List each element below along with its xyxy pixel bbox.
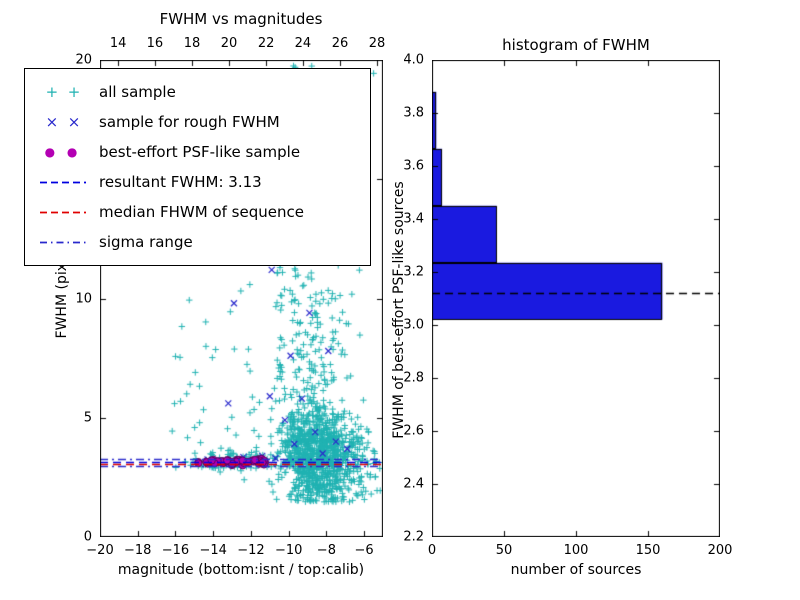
tick-label: −16: [161, 543, 190, 558]
legend-label: best-effort PSF-like sample: [99, 143, 301, 161]
tick-label: 5: [83, 410, 92, 426]
tick-label: 26: [331, 36, 349, 51]
tick-label: 24: [294, 36, 312, 51]
tick-label: 50: [495, 543, 513, 558]
legend-item-psf-sample: ● ● best-effort PSF-like sample: [35, 137, 360, 167]
right-x-axis-label: number of sources: [510, 562, 642, 578]
tick-label: 150: [635, 543, 661, 558]
tick-label: 0: [427, 543, 437, 558]
dashed-line-icon: [35, 180, 91, 185]
x-marker-icon: × ×: [45, 113, 81, 131]
tick-label: 14: [109, 36, 127, 51]
tick-label: 2.2: [403, 529, 424, 545]
legend-item-rough-fwhm: × × sample for rough FWHM: [35, 107, 360, 137]
tick-label: 28: [368, 36, 386, 51]
tick-label: 3.4: [403, 211, 424, 227]
dashed-line-icon: [35, 210, 91, 215]
right-plot-title: histogram of FWHM: [502, 36, 650, 54]
tick-label: 20: [220, 36, 238, 51]
legend-item-all-sample: + + all sample: [35, 77, 360, 107]
left-x-axis-label: magnitude (bottom:isnt / top:calib): [117, 562, 365, 578]
tick-label: −14: [199, 543, 227, 558]
legend-label: all sample: [99, 83, 176, 101]
tick-label: 10: [75, 291, 92, 306]
left-y-axis-label: FWHM (pix): [54, 257, 70, 339]
tick-label: 3.0: [403, 317, 424, 333]
tick-label: 200: [707, 543, 733, 558]
tick-label: −12: [237, 543, 265, 558]
legend-label: sample for rough FWHM: [99, 113, 280, 131]
tick-label: 2.8: [403, 370, 424, 386]
plus-marker-icon: + +: [45, 83, 81, 101]
tick-label: −10: [274, 543, 303, 558]
legend-label: sigma range: [99, 233, 193, 251]
tick-label: 18: [183, 36, 201, 51]
legend-label: median FHWM of sequence: [99, 203, 304, 221]
tick-label: −6: [354, 543, 374, 558]
left-plot-title: FWHM vs magnitudes: [159, 10, 323, 28]
tick-label: 3.6: [403, 158, 424, 174]
tick-label: 20: [75, 52, 92, 68]
tick-label: −18: [124, 543, 152, 558]
tick-label: −8: [316, 543, 336, 558]
circle-marker-icon: ● ●: [44, 145, 82, 159]
legend-item-median-fwhm: median FHWM of sequence: [35, 197, 360, 227]
tick-label: 16: [146, 36, 164, 51]
legend-label: resultant FWHM: 3.13: [99, 173, 262, 191]
tick-label: 22: [257, 36, 275, 51]
legend-item-sigma-range: sigma range: [35, 227, 360, 257]
legend-item-resultant-fwhm: resultant FWHM: 3.13: [35, 167, 360, 197]
tick-label: 3.8: [403, 105, 424, 121]
tick-label: 4.0: [403, 52, 424, 68]
histogram-plot-canvas: [432, 60, 720, 537]
tick-label: 100: [563, 543, 589, 558]
tick-label: −20: [86, 543, 114, 558]
legend-box: + + all sample × × sample for rough FWHM…: [24, 68, 371, 266]
dashdot-line-icon: [35, 240, 91, 245]
tick-label: 0: [83, 529, 92, 545]
tick-label: 2.6: [403, 423, 424, 439]
tick-label: 3.2: [403, 264, 424, 280]
tick-label: 2.4: [403, 476, 424, 492]
